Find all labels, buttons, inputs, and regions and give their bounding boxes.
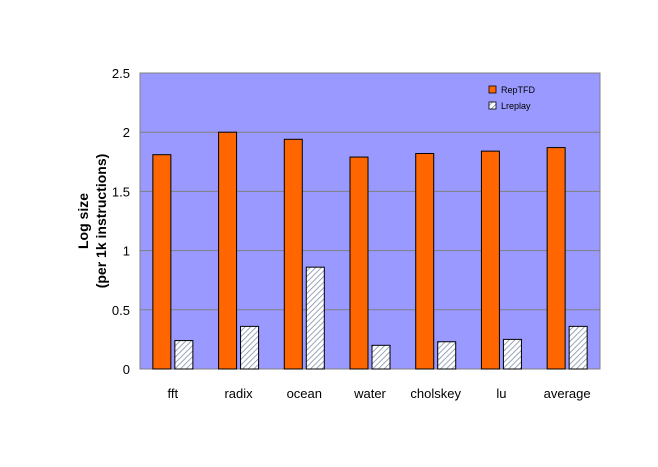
x-tick-label: fft <box>168 386 179 401</box>
bar-reptfd-cholskey <box>415 153 435 370</box>
y-tick-label: 1 <box>123 244 130 259</box>
x-tick-label: average <box>544 386 591 401</box>
gridlines <box>140 131 600 311</box>
legend-label-reptfd: RepTFD <box>501 85 536 95</box>
bar-lreplay-fft <box>174 340 194 370</box>
legend-label-lreplay: Lreplay <box>501 101 531 111</box>
y-axis: 0 0.5 1 1.5 2 2.5 <box>112 66 130 377</box>
x-tick-label: water <box>353 386 386 401</box>
bar-reptfd-radix <box>218 131 238 370</box>
bar-lreplay-water <box>371 344 391 370</box>
y-tick-label: 1.5 <box>112 184 130 199</box>
y-tick-label: 2.5 <box>112 66 130 81</box>
y-tick-label: 0.5 <box>112 303 130 318</box>
y-axis-label-line-2: (per 1k instructions) <box>93 154 109 289</box>
y-axis-label-line-1: Log size <box>75 193 91 249</box>
x-tick-label: radix <box>224 386 253 401</box>
legend: RepTFD Lreplay <box>488 85 536 111</box>
plot-area <box>139 72 601 370</box>
bar-reptfd-ocean <box>283 138 303 370</box>
x-tick-label: lu <box>496 386 506 401</box>
bars <box>152 131 588 370</box>
bar-reptfd-fft <box>152 154 172 370</box>
bar-lreplay-ocean <box>305 266 325 370</box>
bar-lreplay-lu <box>502 338 522 370</box>
bar-lreplay-radix <box>240 325 260 370</box>
bar-lreplay-cholskey <box>437 341 457 370</box>
bar-reptfd-lu <box>480 150 500 370</box>
legend-swatch-lreplay <box>488 101 497 110</box>
y-axis-label: Log size (per 1k instructions) <box>75 154 109 289</box>
bar-reptfd-water <box>349 156 369 370</box>
y-tick-label: 0 <box>123 362 130 377</box>
bar-reptfd-average <box>546 147 566 370</box>
x-tick-label: cholskey <box>410 386 461 401</box>
x-tick-label: ocean <box>287 386 322 401</box>
x-axis: fft radix ocean water cholskey lu average <box>168 386 591 401</box>
legend-swatch-reptfd <box>488 85 497 94</box>
bar-lreplay-average <box>568 325 588 370</box>
y-tick-label: 2 <box>123 125 130 140</box>
